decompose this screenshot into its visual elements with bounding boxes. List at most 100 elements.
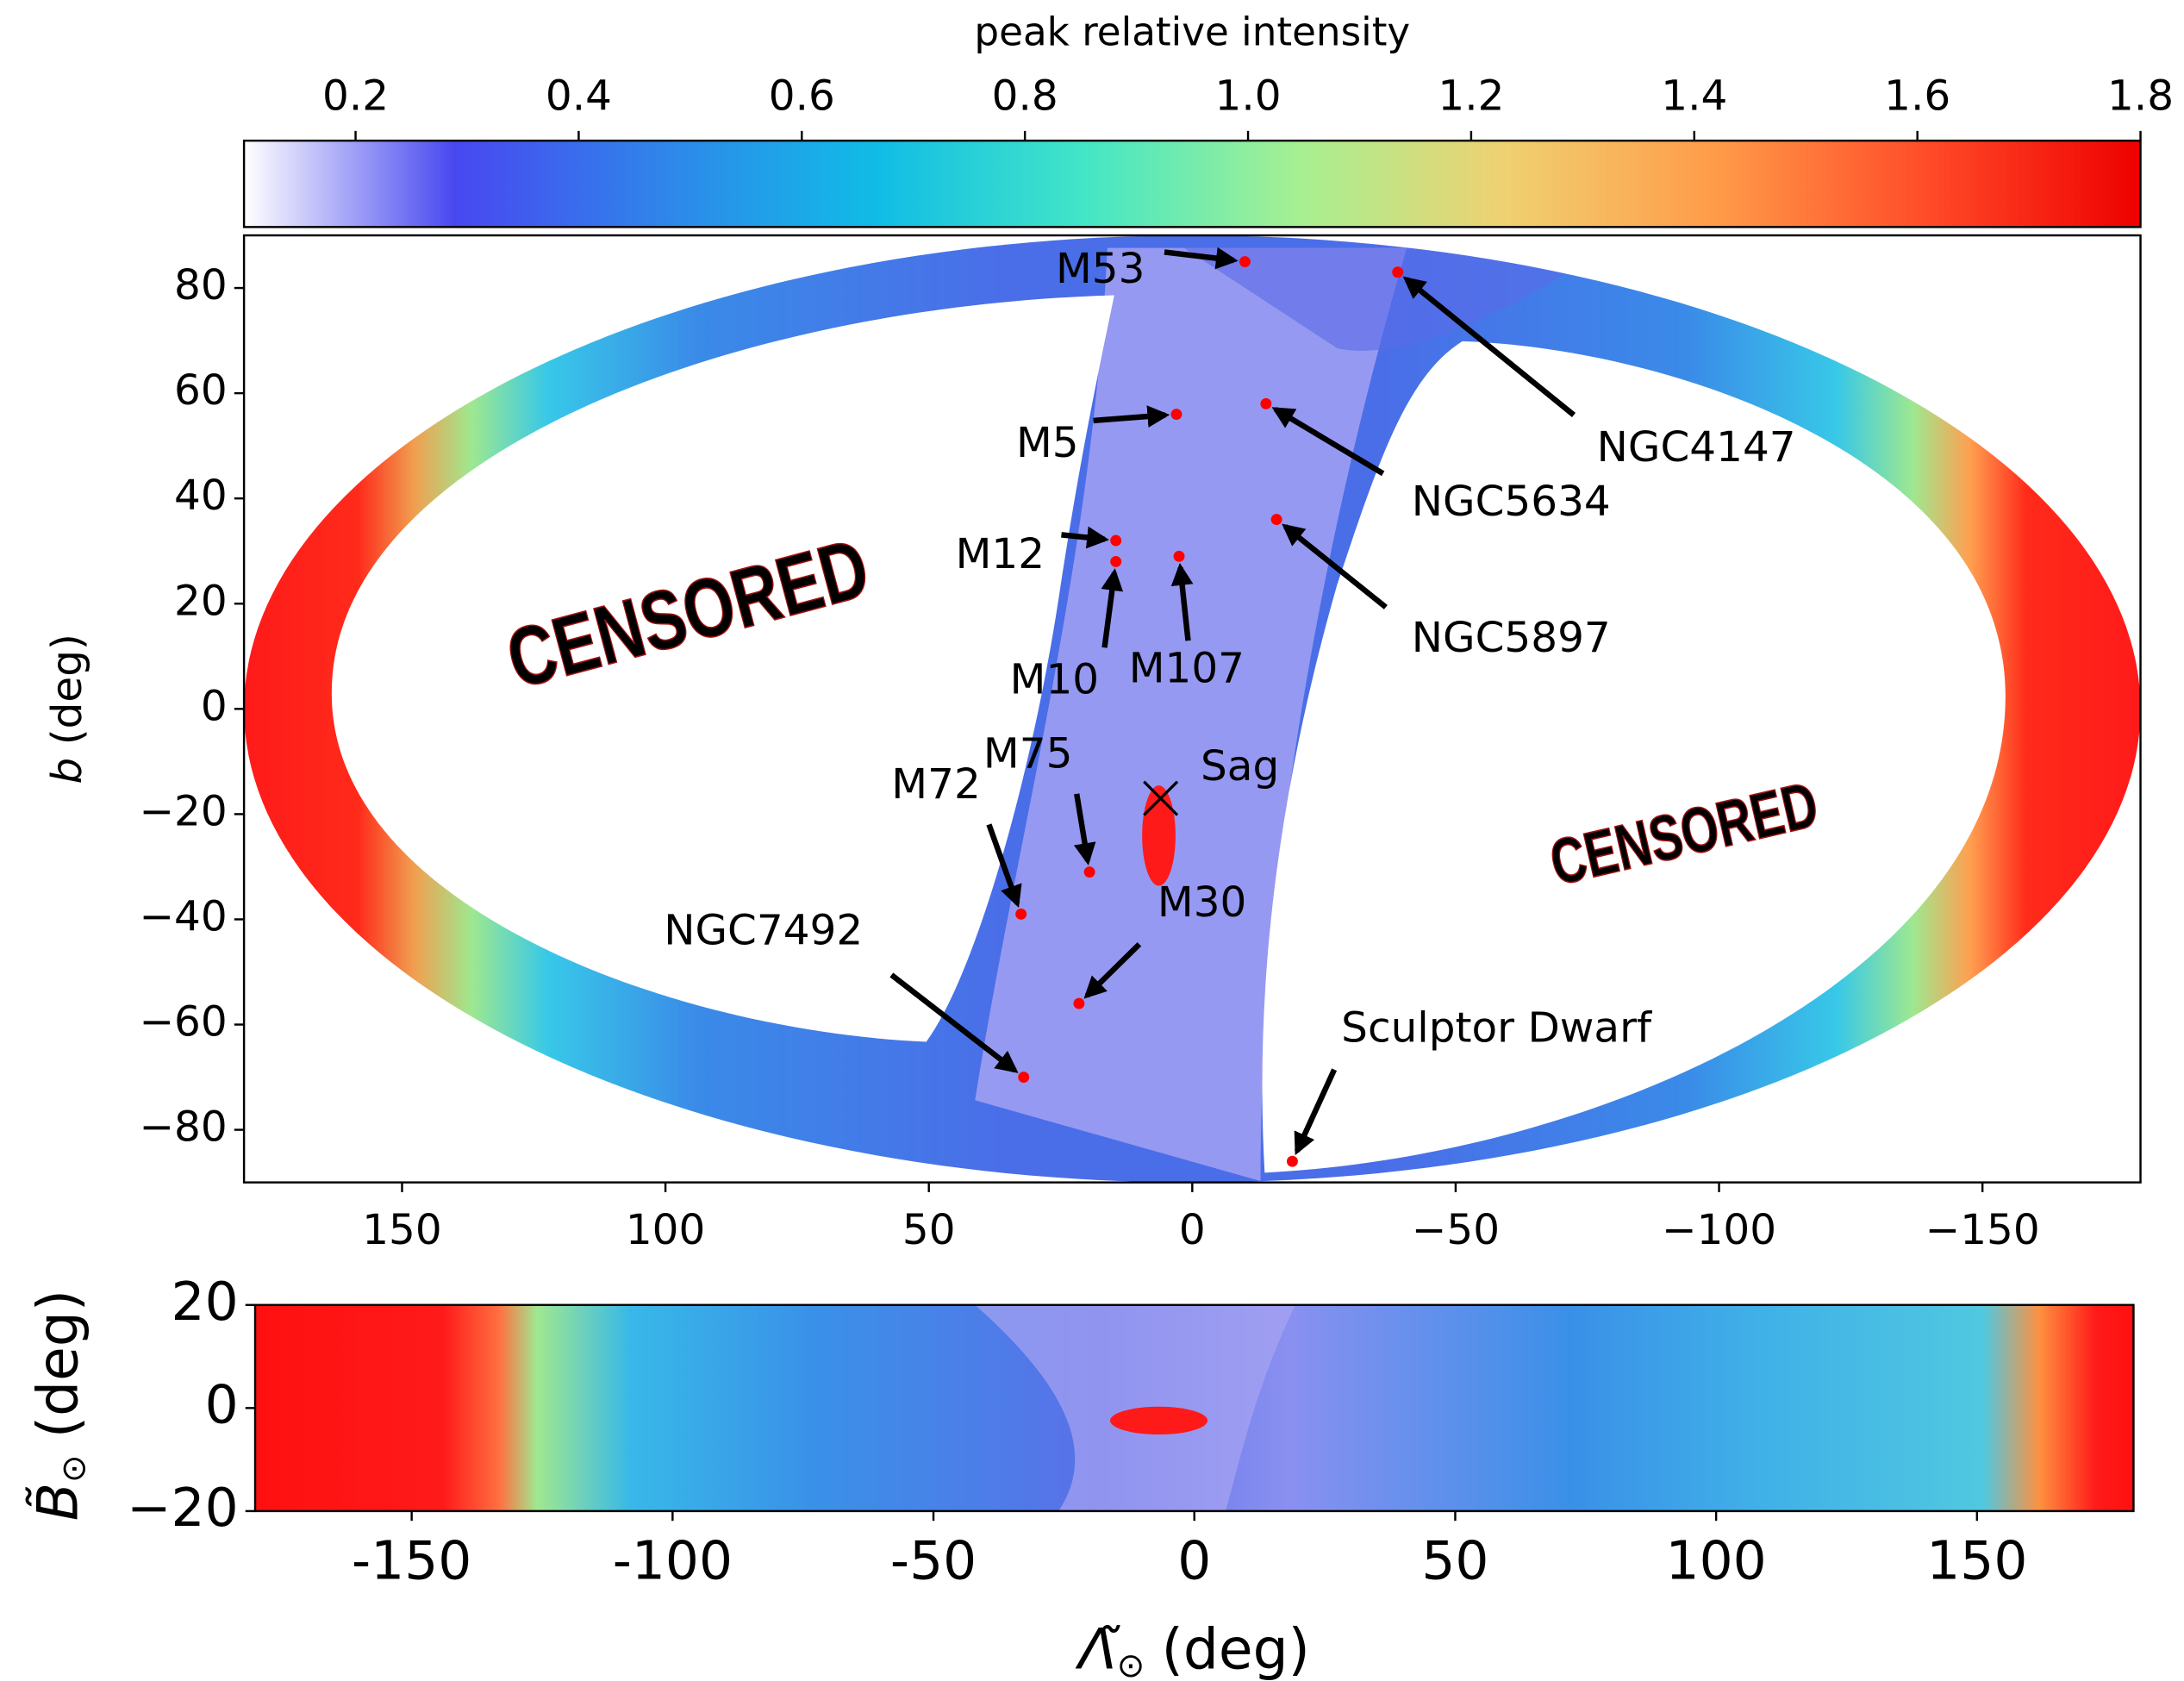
marker-dot xyxy=(1260,397,1272,409)
axis-unit: (deg) xyxy=(1162,1617,1310,1681)
marker-dot xyxy=(1239,256,1251,268)
axis-subscript: ⊙ xyxy=(54,1454,93,1482)
marker-dot xyxy=(1286,1155,1298,1167)
x-tick-label: 0 xyxy=(1177,1530,1211,1591)
x-tick-label: 50 xyxy=(1421,1530,1488,1591)
annotation-label: M107 xyxy=(1129,645,1245,693)
colorbar xyxy=(242,139,2142,228)
x-tick-label: 150 xyxy=(362,1206,441,1254)
axis-symbol: b xyxy=(43,758,91,784)
annotation-label: Sag xyxy=(1201,742,1279,791)
annotation-arrow xyxy=(1271,407,1385,477)
annotation-arrow xyxy=(1073,793,1096,865)
colorbar-label: peak relative intensity xyxy=(974,9,1410,54)
axis-label: b (deg) xyxy=(43,634,91,784)
sky-band xyxy=(975,247,1407,1182)
y-tick-label: −40 xyxy=(139,892,227,940)
marker-dot xyxy=(1170,409,1182,421)
axis-symbol: B̃ xyxy=(25,1483,90,1521)
annotation-arrow xyxy=(1402,276,1576,417)
sky-band xyxy=(1183,247,1602,351)
axis-subscript: ⊙ xyxy=(1117,1646,1145,1681)
x-tick-label: 50 xyxy=(902,1206,956,1254)
y-tick-label: −20 xyxy=(139,787,227,835)
x-tick-label: 1.8 xyxy=(2107,72,2174,121)
annotation-label: NGC7492 xyxy=(664,906,863,954)
y-tick-label: 60 xyxy=(174,366,228,415)
x-tick-label: 1.0 xyxy=(1215,72,1282,121)
x-tick-label: −150 xyxy=(1925,1206,2040,1254)
y-tick-label: −80 xyxy=(139,1103,227,1152)
axis-label: Λ̃⊙ (deg) xyxy=(1075,1617,1310,1681)
annotation-label: M53 xyxy=(1056,245,1145,293)
annotation-arrow xyxy=(1061,526,1109,549)
sky-hotspot xyxy=(1142,785,1176,886)
x-tick-label: −50 xyxy=(1412,1206,1500,1254)
sky-hole xyxy=(331,295,1114,1042)
marker-dot xyxy=(1083,866,1095,878)
x-tick-label: 0.2 xyxy=(322,72,389,121)
x-tick-label: 100 xyxy=(1666,1530,1767,1591)
y-tick-label: 0 xyxy=(205,1374,239,1435)
annotation-label: Sculptor Dwarf xyxy=(1341,1004,1652,1053)
y-tick-label: −60 xyxy=(139,998,227,1047)
sky-hole xyxy=(1262,341,2006,1173)
annotation-arrow xyxy=(1101,568,1124,648)
x-tick-label: -100 xyxy=(613,1530,733,1591)
sky-band xyxy=(975,1304,1295,1511)
annotation-label: M30 xyxy=(1158,878,1246,927)
x-tick-label: 0.8 xyxy=(992,72,1058,121)
axis-unit: (deg) xyxy=(26,1290,90,1438)
axis-label: B̃⊙ (deg) xyxy=(25,1290,93,1521)
annotation-arrow xyxy=(889,972,1019,1073)
axis-unit: (deg) xyxy=(43,634,91,745)
marker-dot xyxy=(1392,266,1404,278)
annotation-label: NGC5897 xyxy=(1412,614,1611,662)
annotation-label: NGC4147 xyxy=(1597,423,1796,472)
marker-dot xyxy=(1110,555,1122,567)
marker-dot xyxy=(1018,1072,1030,1084)
y-tick-label: 20 xyxy=(172,1272,239,1333)
marker-dot xyxy=(1015,908,1027,920)
annotation-arrow xyxy=(986,823,1022,909)
annotation-arrow xyxy=(1083,942,1142,999)
x-tick-label: -150 xyxy=(352,1530,471,1591)
annotation-arrow xyxy=(1282,523,1388,609)
y-tick-label: 0 xyxy=(201,682,228,730)
annotation-arrow xyxy=(1294,1068,1338,1156)
marker-dot xyxy=(1270,514,1282,526)
x-tick-label: 1.2 xyxy=(1438,72,1504,121)
x-tick-label: 0.6 xyxy=(769,72,835,121)
x-tick-label: 0 xyxy=(1179,1206,1206,1254)
annotation-label: M72 xyxy=(891,760,980,809)
annotation-arrow xyxy=(1164,247,1239,270)
x-tick-label: 1.6 xyxy=(1884,72,1950,121)
axis-symbol: Λ̃ xyxy=(1075,1617,1120,1681)
annotation-label: NGC5634 xyxy=(1412,478,1611,526)
annotation-arrow xyxy=(1170,563,1194,641)
x-tick-label: 100 xyxy=(626,1206,705,1254)
annotation-label: M12 xyxy=(956,530,1045,578)
annotation-arrow xyxy=(1093,405,1170,428)
annotation-label: M5 xyxy=(1016,419,1079,467)
y-tick-label: 40 xyxy=(174,472,228,520)
x-tick-label: 150 xyxy=(1926,1530,2027,1591)
marker-dot xyxy=(1110,534,1122,547)
annotation-label: M75 xyxy=(983,729,1072,778)
annotation-label: M10 xyxy=(1010,656,1099,704)
x-tick-label: 1.4 xyxy=(1661,72,1727,121)
y-tick-label: 20 xyxy=(174,577,228,625)
marker-dot xyxy=(1073,997,1085,1009)
x-tick-label: -50 xyxy=(890,1530,977,1591)
y-tick-label: −20 xyxy=(127,1478,239,1539)
marker-dot xyxy=(1173,550,1185,562)
marker-cross xyxy=(1143,780,1179,816)
sky-map-bottom xyxy=(255,1304,2134,1511)
y-tick-label: 80 xyxy=(174,261,228,309)
x-tick-label: −100 xyxy=(1662,1206,1776,1254)
sky-hotspot xyxy=(1110,1406,1208,1435)
x-tick-label: 0.4 xyxy=(546,72,612,121)
sky-map-top xyxy=(244,235,2141,1183)
